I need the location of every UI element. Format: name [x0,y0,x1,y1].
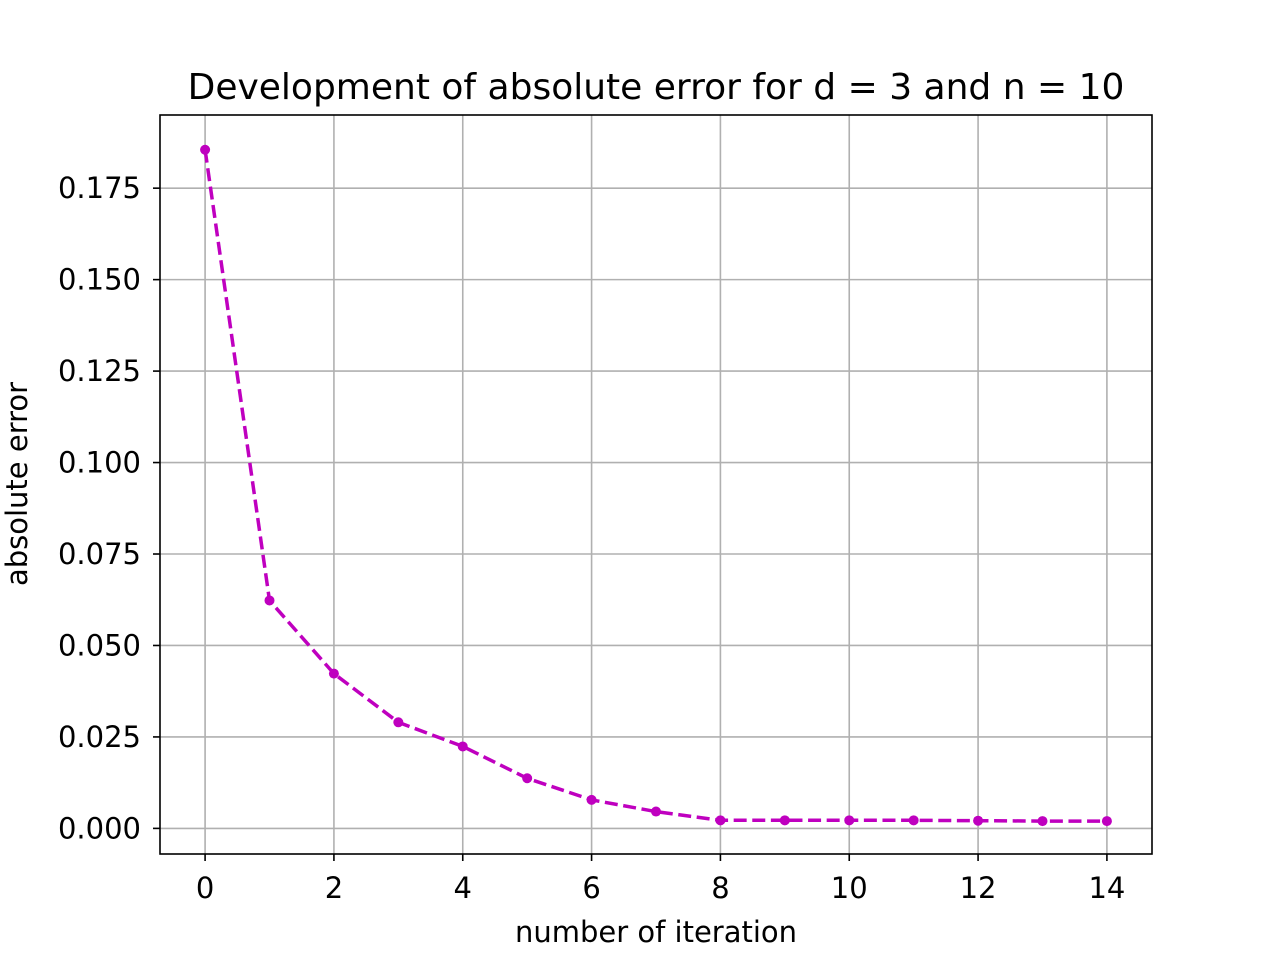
x-tick-label: 2 [325,871,343,905]
y-tick-label: 0.125 [58,354,141,388]
data-point [200,144,211,155]
x-tick-label: 0 [196,871,214,905]
data-point [844,815,855,826]
y-tick-label: 0.050 [58,628,141,662]
y-tick-label: 0.100 [58,446,141,480]
data-point [393,717,404,728]
data-point [522,773,533,784]
grid [160,115,1152,854]
data-point [779,815,790,826]
axes-frame [159,114,1153,855]
data-point [715,815,726,826]
data-point [264,595,275,606]
data-point [973,815,984,826]
x-tick-label: 14 [1088,871,1125,905]
series-group [200,144,1112,827]
y-tick-label: 0.025 [58,720,141,754]
x-tick-label: 6 [582,871,600,905]
data-point [651,806,661,817]
x-tick-label: 10 [831,871,868,905]
x-tick-label: 4 [454,871,472,905]
x-tick-label: 8 [711,871,729,905]
data-point [1101,816,1112,827]
y-tick-label: 0.150 [58,263,141,297]
y-axis-label: absolute error [0,382,34,586]
data-point [328,668,339,679]
series-line [203,149,1107,823]
y-tick-label: 0.075 [58,537,141,571]
ticks: 0 2 4 6 8 10 12 14 0.000 0.025 0.050 0.075 0.100 0.12… [58,171,1125,905]
chart-title: Development of absolute error for d = 3 … [188,67,1125,108]
data-point [1037,816,1048,827]
data-point [586,794,597,805]
data-point [457,741,468,752]
x-axis-label: number of iteration [515,915,797,949]
y-tick-label: 0.175 [58,171,141,205]
data-point [908,815,919,826]
y-tick-label: 0.000 [58,811,141,845]
x-tick-label: 12 [960,871,997,905]
